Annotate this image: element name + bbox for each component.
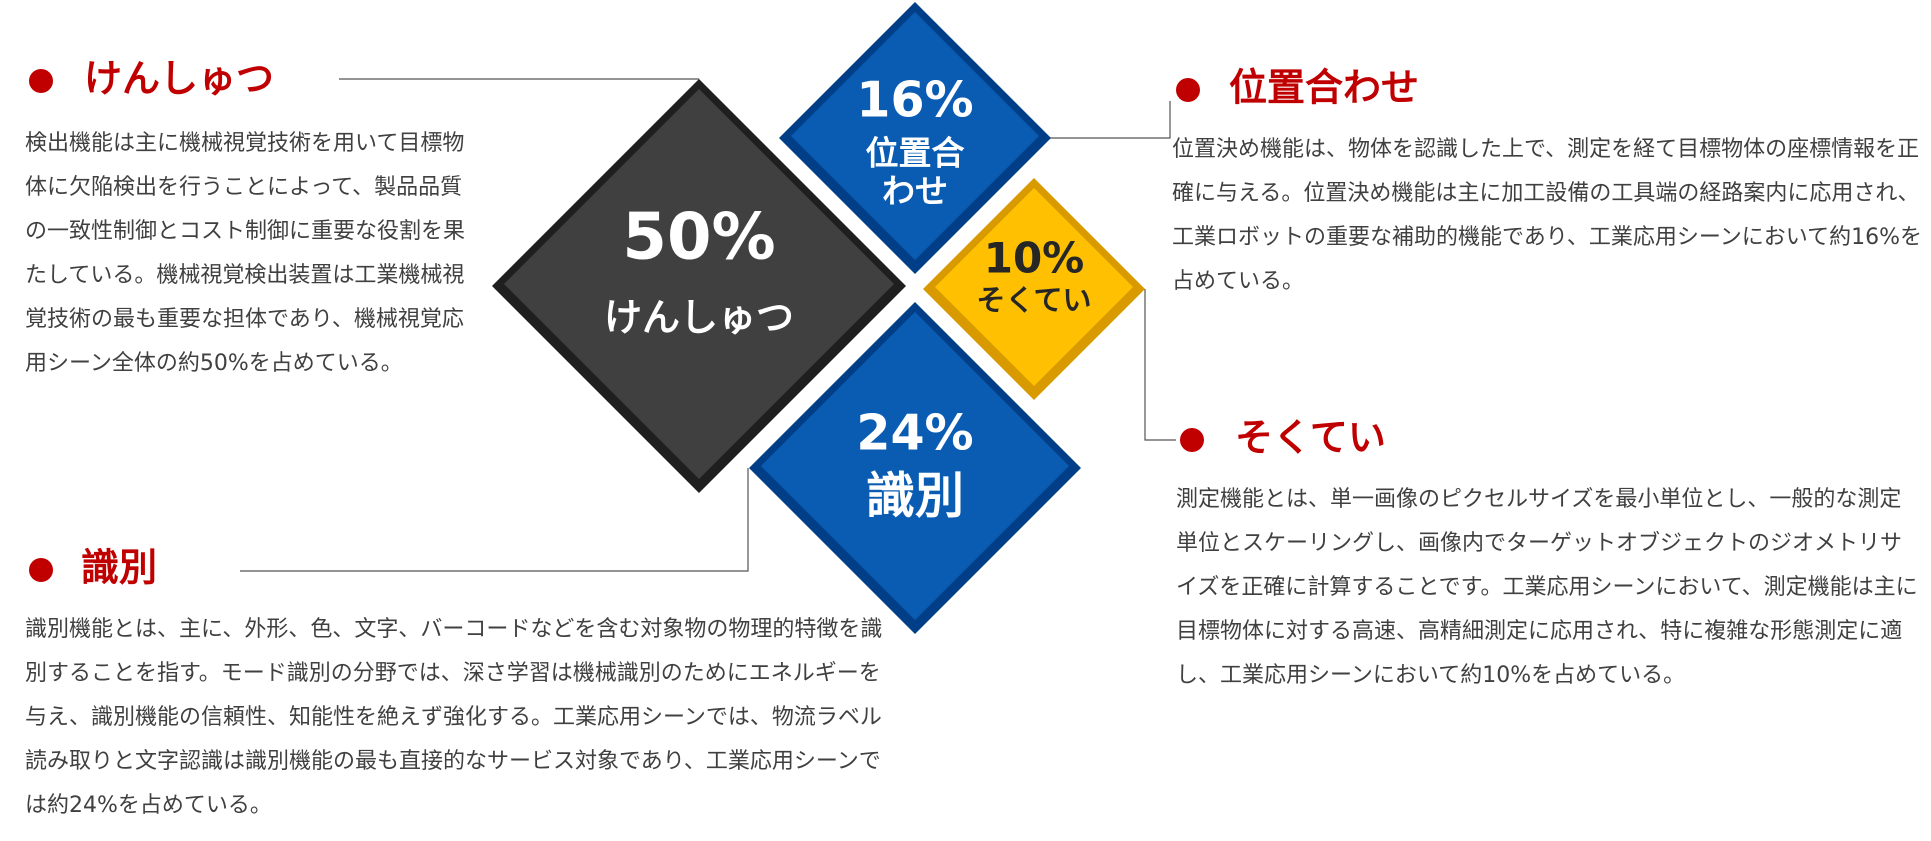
diamond-label: 識別 — [866, 468, 964, 525]
connector — [1050, 101, 1171, 139]
diamond — [935, 188, 1133, 386]
diamond — [761, 312, 1069, 620]
percent: 16% — [856, 72, 973, 129]
percent: 24% — [856, 405, 973, 462]
bullet — [29, 558, 53, 582]
heading: 識別 — [81, 546, 157, 590]
diamond-label: 位置合 — [866, 134, 965, 173]
connector — [240, 468, 749, 572]
heading: けんしゅつ — [84, 57, 274, 101]
percent: 10% — [984, 234, 1085, 283]
connector — [1144, 289, 1176, 441]
description: 検出機能は主に機械視覚技術を用いて目標物体に欠陥検出を行うことによって、製品品質… — [25, 131, 466, 376]
connectors — [240, 78, 1176, 572]
percent: 50% — [622, 201, 775, 275]
diamond — [791, 12, 1039, 260]
diamond-label: そくてい — [976, 283, 1091, 317]
description: 位置決め機能は、物体を認識した上で、測定を経て目標物体の座標情報を正確に与える。… — [1172, 137, 1923, 294]
diamond — [504, 89, 894, 479]
bullet — [29, 69, 53, 93]
diamond-label: わせ — [882, 172, 948, 211]
bullet — [1180, 428, 1204, 452]
diamond-label: けんしゅつ — [604, 296, 794, 340]
bullet — [1176, 78, 1200, 102]
bullets — [29, 69, 1204, 582]
description: 測定機能とは、単一画像のピクセルサイズを最小単位とし、一般的な測定単位とスケーリ… — [1176, 487, 1918, 688]
description: 識別機能とは、主に、外形、色、文字、バーコードなどを含む対象物の物理的特徴を識別… — [25, 617, 883, 818]
heading: そくてい — [1235, 416, 1386, 460]
heading: 位置合わせ — [1229, 66, 1419, 110]
